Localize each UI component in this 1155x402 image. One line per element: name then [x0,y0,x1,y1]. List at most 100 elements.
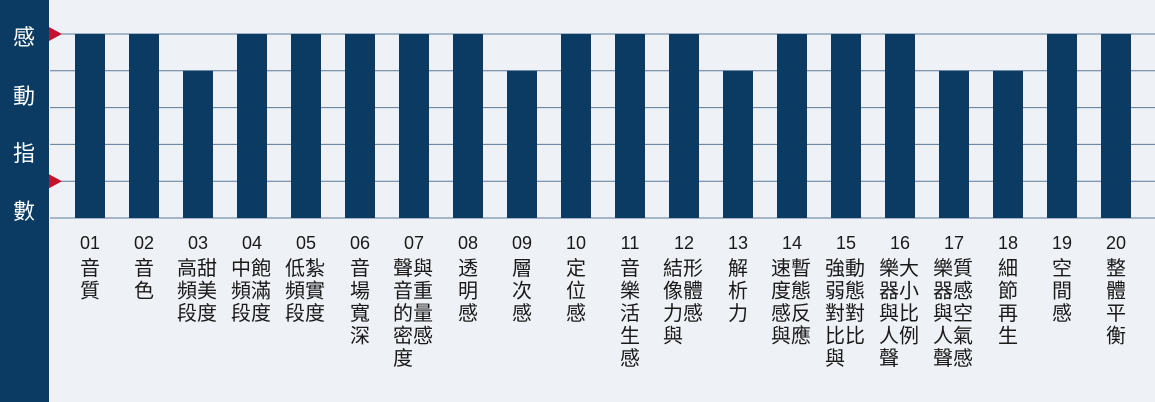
bar-04 [237,34,267,218]
bar-09 [507,70,537,218]
gridlines [50,33,1155,219]
x-tick-label: 器小 [879,279,919,303]
x-tick-label: 層 [512,256,532,280]
bar-14 [777,34,807,218]
x-tick-label: 質 [80,279,100,303]
y-marker-triangle [49,27,62,41]
x-tick-label: 音 [620,256,640,280]
y-axis-label-char: 感 [13,26,35,51]
x-tick-label: 度 [393,346,413,370]
bar-07 [399,34,429,218]
x-tick-number: 13 [728,233,748,253]
x-tick-label: 音 [134,256,154,280]
y-marker-triangle [49,174,62,189]
bars [75,34,1131,218]
y-markers [49,27,62,189]
x-tick-label: 力感 [663,301,703,325]
x-tick-label: 器感 [933,279,973,303]
x-tick-number: 08 [458,233,478,253]
x-tick-label: 段度 [285,301,325,325]
x-tick-number: 12 [674,233,694,253]
x-tick-label: 定 [566,256,586,280]
x-tick-number: 02 [134,233,154,253]
bar-13 [723,70,753,218]
x-tick-label: 聲 [879,346,899,370]
bar-06 [345,34,375,218]
x-tick-label: 感 [620,346,640,370]
x-tick-label: 與 [663,324,683,348]
x-tick-label: 結形 [663,256,703,280]
x-tick-number: 09 [512,233,532,253]
x-tick-number: 19 [1052,233,1072,253]
bar-12 [669,34,699,218]
x-tick-label: 衡 [1106,324,1126,348]
x-tick-label: 速暫 [771,256,811,280]
x-tick-label: 頻滿 [231,279,271,303]
x-tick-label: 節 [998,279,1018,303]
x-tick-label: 的量 [393,301,433,325]
x-tick-label: 力 [728,301,748,325]
bar-19 [1047,34,1077,218]
x-tick-label: 高甜 [177,256,217,280]
x-tick-label: 體 [1106,279,1126,303]
bar-15 [831,34,861,218]
x-tick-label: 對對 [825,301,865,325]
bar-18 [993,70,1023,218]
bar-20 [1101,34,1131,218]
x-tick-label: 細 [998,256,1018,280]
x-tick-number: 11 [621,233,640,253]
x-tick-label: 與 [825,346,845,370]
x-tick-label: 與比 [879,301,919,325]
x-tick-label: 明 [458,279,478,303]
x-tick-label: 活 [620,301,640,325]
x-tick-label: 音 [80,256,100,280]
x-tick-label: 生 [620,324,640,348]
bar-08 [453,34,483,218]
bar-17 [939,70,969,218]
bar-16 [885,34,915,218]
bar-10 [561,34,591,218]
x-tick-label: 人例 [879,324,919,348]
x-tick-label: 中飽 [231,256,271,280]
x-tick-number: 17 [944,233,964,253]
x-tick-number: 04 [242,233,262,253]
x-tick-number: 10 [566,233,586,253]
x-tick-number: 16 [890,233,910,253]
x-tick-number: 18 [998,233,1018,253]
x-tick-label: 密感 [393,324,433,348]
x-tick-label: 場 [350,279,370,303]
x-tick-number: 07 [404,233,424,253]
x-tick-label: 弱態 [825,279,865,303]
bar-03 [183,70,213,218]
y-axis-label-char: 動 [13,85,35,110]
x-tick-label: 感 [1052,301,1072,325]
x-tick-label: 再 [998,301,1018,325]
x-tick-label: 段度 [231,301,271,325]
x-tick-number: 06 [350,233,370,253]
bar-05 [291,34,321,218]
x-tick-label: 空 [1052,256,1072,280]
x-tick-label: 音 [350,256,370,280]
x-tick-label: 頻實 [285,279,325,303]
x-tick-label: 感 [458,301,478,325]
x-tick-label: 比比 [825,324,865,348]
x-tick-label: 感反 [771,301,811,325]
x-tick-label: 頻美 [177,279,217,303]
bar-02 [129,34,159,218]
x-tick-label: 感 [566,301,586,325]
x-tick-label: 音重 [393,279,433,303]
x-tick-label: 度態 [771,279,811,303]
x-tick-label: 樂大 [879,256,919,280]
x-tick-label: 寬 [350,301,370,325]
x-tick-label: 析 [728,279,748,303]
x-tick-label: 聲與 [393,256,433,280]
x-tick-label: 整 [1106,256,1126,280]
x-tick-label: 色 [134,279,154,303]
x-tick-number: 01 [80,233,100,253]
x-tick-label: 人氣 [933,324,973,348]
x-tick-label: 像體 [663,279,703,303]
x-tick-label: 感 [512,301,532,325]
x-tick-label: 樂質 [933,256,973,280]
